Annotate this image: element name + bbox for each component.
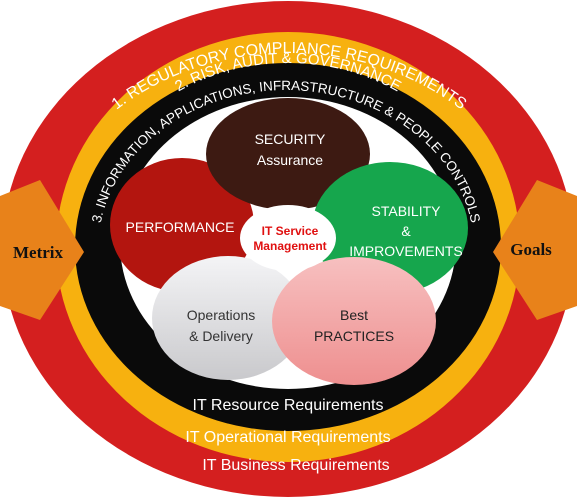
goals-label: Goals [510, 240, 552, 259]
center-label-line2: Management [253, 239, 326, 253]
security-label-line2: Assurance [257, 152, 323, 168]
petal-operations [152, 256, 304, 380]
center-circle [240, 205, 336, 271]
left-arrow [0, 180, 84, 320]
right-arrow [493, 180, 577, 320]
security-label-line1: SECURITY [255, 131, 326, 147]
best-practices-label-line2: PRACTICES [314, 328, 394, 344]
outer-ring-bottom-label: IT Business Requirements [202, 457, 389, 474]
petal-security [206, 98, 370, 210]
best-practices-label-line1: Best [340, 307, 368, 323]
petal-best-practices [272, 257, 436, 385]
stability-label-line2: & [401, 223, 411, 239]
operations-label-line1: Operations [187, 307, 255, 323]
operations-label-line2: & Delivery [189, 328, 253, 344]
performance-label: PERFORMANCE [126, 219, 235, 235]
stability-label-line3: IMPROVEMENTS [349, 243, 463, 259]
inner-ring-bottom-label: IT Resource Requirements [193, 397, 384, 414]
metrix-label: Metrix [13, 243, 64, 262]
middle-ring-bottom-label: IT Operational Requirements [185, 429, 390, 446]
stability-label-line1: STABILITY [372, 203, 442, 219]
center-label-line1: IT Service [262, 224, 319, 238]
